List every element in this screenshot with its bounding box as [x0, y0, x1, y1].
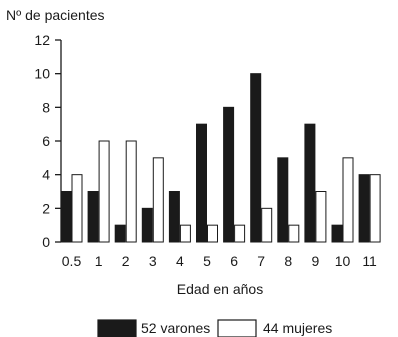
x-tick-label: 8 — [284, 253, 292, 269]
x-tick-label: 2 — [122, 253, 130, 269]
x-axis-label: Edad en años — [177, 281, 263, 297]
bar-varones-9 — [304, 123, 316, 243]
bar-mujeres-0.5 — [71, 174, 83, 243]
bar-mujeres-3 — [152, 157, 164, 243]
bar-varones-7 — [250, 73, 262, 243]
y-tick-label: 8 — [42, 99, 50, 115]
bar-mujeres-2 — [125, 140, 137, 243]
bar-varones-6 — [223, 106, 235, 243]
bar-mujeres-10 — [342, 157, 354, 243]
y-axis-label: Nº de pacientes — [6, 7, 105, 23]
x-tick-label: 9 — [312, 253, 320, 269]
legend: 52 varones 44 mujeres — [97, 319, 332, 337]
legend-label-0: 52 varones — [141, 320, 210, 336]
bar-varones-11 — [358, 174, 370, 243]
bar-varones-8 — [277, 157, 289, 243]
bar-varones-0.5 — [60, 191, 72, 243]
bar-mujeres-11 — [369, 174, 381, 243]
bar-varones-2 — [114, 224, 126, 243]
y-tick-label: 6 — [42, 133, 50, 149]
bar-varones-4 — [168, 191, 180, 243]
bar-varones-1 — [87, 191, 99, 243]
x-tick-label: 4 — [176, 253, 184, 269]
y-tick-label: 0 — [42, 234, 50, 250]
y-tick-label: 4 — [42, 167, 50, 183]
x-tick-label: 5 — [203, 253, 211, 269]
y-axis-ticks: 0 2 4 6 8 10 12 — [34, 32, 61, 250]
y-tick-label: 10 — [34, 66, 50, 82]
x-tick-label: 7 — [257, 253, 265, 269]
bars — [60, 73, 381, 243]
bar-mujeres-1 — [98, 140, 110, 243]
x-tick-label: 11 — [362, 253, 377, 269]
bar-mujeres-5 — [207, 224, 218, 243]
x-tick-label: 10 — [335, 253, 351, 269]
x-tick-label: 0.5 — [62, 253, 82, 269]
x-axis-ticks: 0.5 1 2 3 4 5 6 7 8 9 10 11 — [62, 253, 377, 269]
legend-swatch-1 — [217, 319, 257, 337]
x-tick-label: 6 — [230, 253, 238, 269]
legend-swatch-0 — [97, 319, 137, 337]
x-tick-label: 1 — [95, 253, 103, 269]
bar-mujeres-6 — [234, 224, 246, 243]
x-tick-label: 3 — [149, 253, 157, 269]
bar-mujeres-9 — [315, 191, 327, 243]
bar-mujeres-8 — [288, 224, 300, 243]
bar-mujeres-7 — [261, 207, 273, 243]
y-tick-label: 12 — [34, 32, 50, 48]
bar-varones-3 — [141, 207, 153, 243]
y-tick-label: 2 — [42, 200, 50, 216]
bar-varones-5 — [196, 123, 207, 243]
bar-mujeres-4 — [179, 224, 191, 243]
legend-label-1: 44 mujeres — [263, 320, 332, 336]
bar-varones-10 — [331, 224, 343, 243]
